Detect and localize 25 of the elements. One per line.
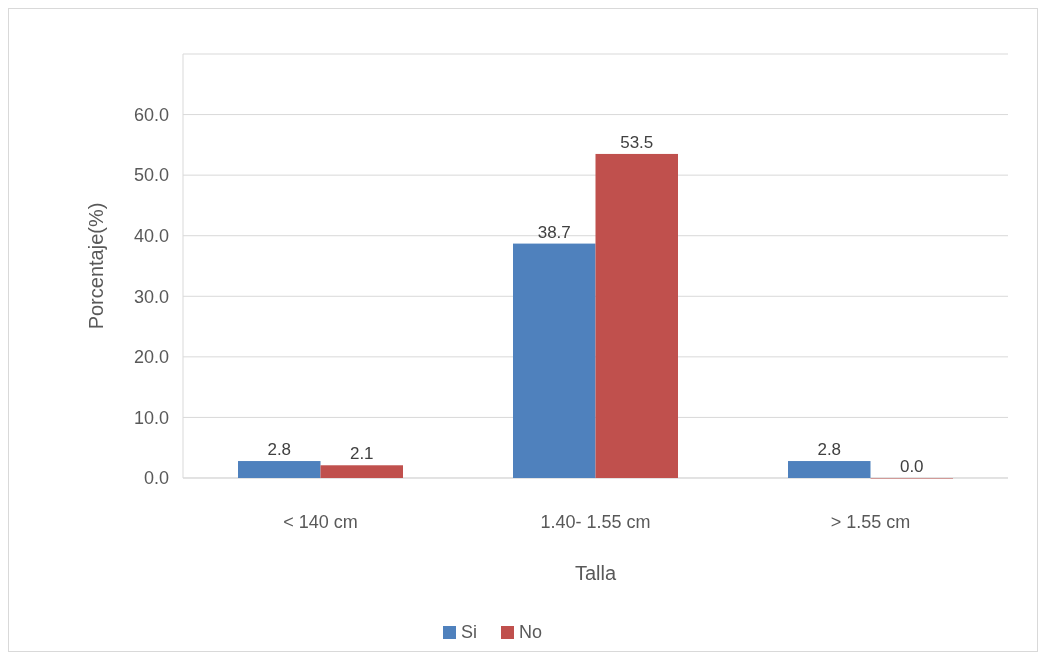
data-label: 2.8 [817, 440, 842, 460]
y-tick-label: 60.0 [133, 104, 169, 125]
y-tick-label: 50.0 [133, 165, 169, 186]
y-tick-label: 10.0 [133, 407, 169, 428]
x-tick-label: 1.40- 1.55 cm [540, 512, 651, 532]
data-label: 2.1 [349, 444, 374, 464]
y-tick-label: 40.0 [133, 226, 169, 247]
bar [238, 461, 321, 478]
x-tick-label: < 140 cm [283, 512, 358, 532]
bar [513, 243, 596, 478]
legend-label: Si [461, 622, 478, 642]
legend-label: No [519, 622, 543, 642]
data-label: 53.5 [620, 132, 654, 152]
data-label: 38.7 [537, 222, 571, 242]
data-label: 0.0 [899, 457, 924, 476]
x-axis-title: Talla [574, 562, 617, 584]
bar [788, 461, 871, 478]
bar [320, 465, 403, 478]
x-tick-label: > 1.55 cm [830, 512, 911, 532]
bar [595, 153, 678, 478]
y-axis-title: Porcentaje(%) [85, 202, 107, 330]
y-tick-label: 20.0 [133, 347, 169, 368]
y-tick-label: 30.0 [133, 286, 169, 307]
data-label: 2.8 [267, 440, 292, 460]
y-tick-label: 0.0 [143, 468, 169, 489]
